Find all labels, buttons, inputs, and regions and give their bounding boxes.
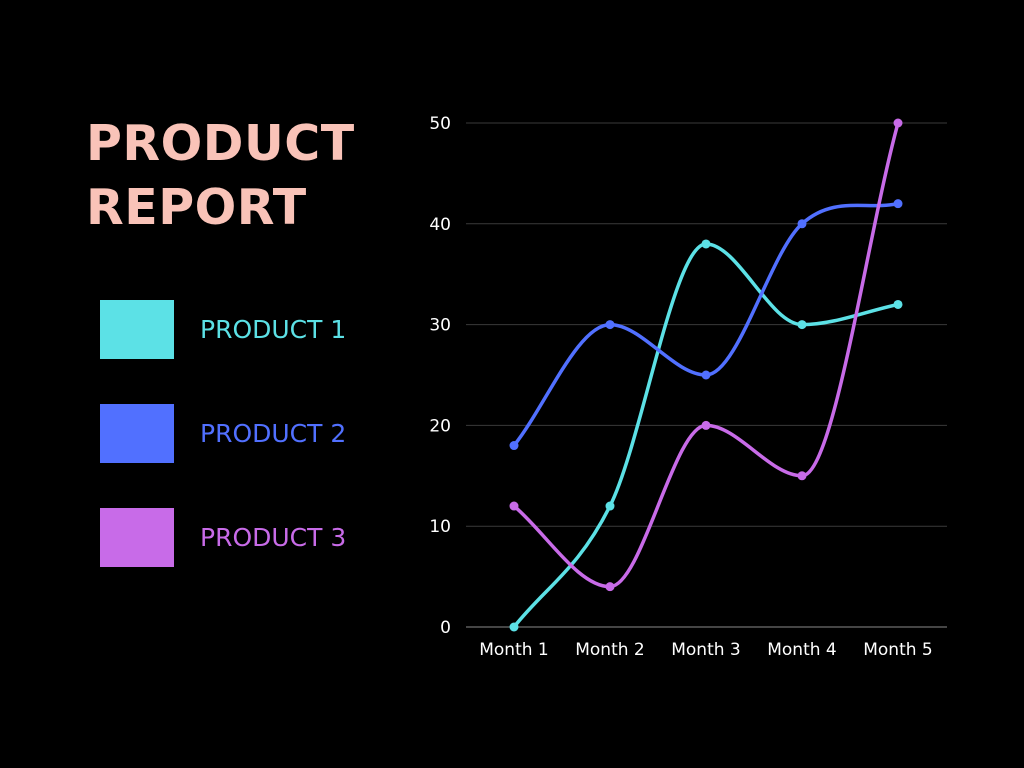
chart-title-line-2: REPORT: [86, 179, 307, 236]
data-point-product-3-month-5: [893, 118, 903, 128]
x-tick-label-1: Month 1: [479, 640, 549, 660]
data-point-product-3-month-4: [797, 471, 807, 481]
x-tick-label-5: Month 5: [863, 640, 933, 660]
legend-item-product-3: PRODUCT 3: [100, 508, 400, 568]
legend-swatch-product-2: [100, 404, 174, 463]
chart-title-line-1: PRODUCT: [86, 115, 355, 172]
y-tick-label-50: 50: [429, 114, 451, 134]
data-point-product-3-month-3: [701, 420, 711, 430]
legend-item-product-1: PRODUCT 1: [100, 300, 400, 360]
data-point-product-1-month-5: [893, 299, 903, 309]
data-point-product-3-month-1: [509, 501, 519, 511]
x-tick-label-2: Month 2: [575, 640, 645, 660]
y-tick-label-0: 0: [440, 618, 451, 638]
y-tick-label-30: 30: [429, 316, 451, 336]
data-point-product-2-month-2: [605, 320, 615, 330]
y-tick-label-40: 40: [429, 215, 451, 235]
data-point-product-2-month-4: [797, 219, 807, 229]
series-line-product-3: [512, 121, 900, 589]
legend-item-product-2: PRODUCT 2: [100, 404, 400, 464]
data-point-product-1-month-2: [605, 501, 615, 511]
x-tick-label-4: Month 4: [767, 640, 837, 660]
x-tick-label-3: Month 3: [671, 640, 741, 660]
legend-label-product-2: PRODUCT 2: [200, 419, 347, 448]
data-point-product-1-month-4: [797, 320, 807, 330]
data-point-product-2-month-3: [701, 370, 711, 380]
legend-label-product-3: PRODUCT 3: [200, 523, 347, 552]
legend-label-product-1: PRODUCT 1: [200, 315, 347, 344]
legend-swatch-product-3: [100, 508, 174, 567]
data-point-product-1-month-3: [701, 239, 711, 249]
data-point-product-2-month-1: [509, 441, 519, 451]
data-point-product-2-month-5: [893, 199, 903, 209]
y-tick-label-10: 10: [429, 517, 451, 537]
data-point-product-3-month-2: [605, 582, 615, 592]
y-tick-label-20: 20: [429, 416, 451, 436]
series-line-product-1: [512, 242, 900, 629]
chart-title: PRODUCT REPORT: [86, 112, 355, 240]
data-point-product-1-month-1: [509, 622, 519, 632]
legend-swatch-product-1: [100, 300, 174, 359]
